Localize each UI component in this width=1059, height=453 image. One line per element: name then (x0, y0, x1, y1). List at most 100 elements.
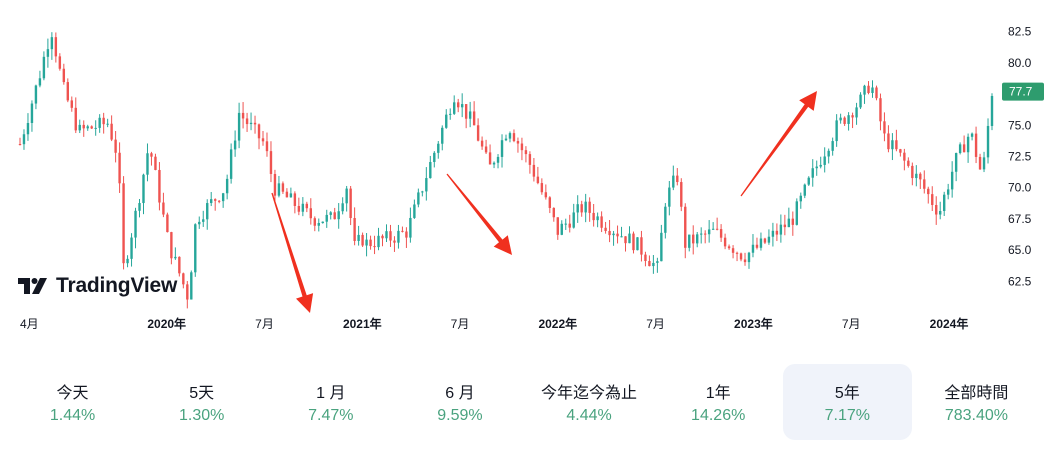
candle-body (468, 111, 472, 119)
tab-1-month[interactable]: 1 月 7.47% (266, 364, 395, 440)
candle-body (500, 140, 504, 157)
price-axis: 82.580.077.575.072.570.067.565.062.5 (1008, 25, 1032, 289)
candle-body (544, 192, 548, 198)
candle-body (397, 230, 400, 243)
candle-body (596, 216, 599, 221)
candle-body (919, 173, 922, 180)
candle-body (767, 236, 771, 243)
price-tick-label: 80.0 (1008, 56, 1032, 70)
candle-body (978, 156, 982, 170)
tab-5-days[interactable]: 5天 1.30% (137, 364, 266, 440)
candle-body (915, 173, 918, 179)
tab-value: 783.40% (944, 407, 1009, 424)
tab-value: 4.44% (566, 407, 612, 424)
candle-body (78, 124, 81, 131)
candle-body (361, 234, 364, 246)
candle-body (377, 235, 380, 248)
candle-body (373, 246, 376, 248)
candle-body (214, 199, 217, 201)
candle-body (162, 202, 165, 215)
tab-year-to-date[interactable]: 今年迄今為止 4.44% (525, 364, 654, 440)
candle-body (536, 176, 540, 184)
tab-today[interactable]: 今天 1.44% (8, 364, 137, 440)
candle-body (484, 146, 488, 153)
tab-label: 1 月 (316, 385, 346, 402)
candle-body (472, 111, 476, 126)
candle-body (453, 102, 456, 114)
candle-body (409, 217, 412, 238)
tab-label: 5天 (189, 385, 215, 402)
candle-body (879, 98, 882, 122)
candle-body (604, 227, 607, 231)
candle-body (429, 162, 432, 179)
candle-body (210, 199, 213, 204)
candle-body (313, 218, 316, 226)
candle-body (221, 193, 225, 202)
candle-body (871, 87, 874, 94)
price-tick-label: 72.5 (1008, 150, 1032, 164)
candle-body (245, 118, 249, 125)
time-tick-label: 7月 (646, 317, 665, 331)
candle-body (923, 179, 926, 189)
candle-body (568, 223, 571, 228)
price-tick-label: 67.5 (1008, 212, 1032, 226)
candle-body (333, 212, 336, 220)
candle-body (958, 144, 962, 154)
candle-body (572, 212, 575, 228)
time-tick-label: 2024年 (930, 316, 969, 331)
candle-body (186, 284, 189, 300)
candle-body (660, 232, 663, 262)
tab-1-year[interactable]: 1年 14.26% (654, 364, 783, 440)
candle-body (82, 124, 85, 129)
price-tick-label: 70.0 (1008, 181, 1032, 195)
candle-body (182, 273, 185, 285)
candle-body (954, 153, 958, 172)
candle-body (692, 234, 695, 244)
candle-body (229, 149, 233, 179)
price-chart[interactable]: 82.580.077.575.072.570.067.565.062.5 4月2… (0, 0, 1059, 340)
candle-body (22, 134, 26, 145)
candle-body (676, 175, 679, 183)
candle-body (154, 156, 157, 170)
candle-body (727, 246, 731, 249)
candle-body (508, 133, 512, 139)
tab-all-time[interactable]: 全部時間 783.40% (912, 364, 1041, 440)
candle-body (520, 143, 524, 151)
candle-body (437, 143, 440, 153)
candle-body (962, 144, 966, 153)
candle-body (684, 206, 687, 248)
candle-body (664, 206, 667, 233)
candle-body (867, 85, 870, 94)
tradingview-logo: TradingView (18, 274, 177, 298)
candle-body (524, 150, 528, 155)
candle-body (548, 197, 552, 208)
candle-body (680, 182, 683, 207)
candle-body (827, 150, 830, 157)
candle-body (301, 203, 305, 212)
candle-body (337, 211, 340, 220)
candle-body (297, 205, 301, 212)
annotation-arrow (271, 192, 314, 313)
candle-body (289, 193, 293, 198)
candle-body (875, 87, 878, 99)
candle-body (851, 115, 854, 118)
candle-body (859, 94, 862, 108)
tab-label: 6 月 (445, 385, 475, 402)
candle-body (34, 85, 38, 104)
candle-body (950, 171, 954, 190)
candle-body (532, 164, 536, 177)
candle-body (811, 168, 814, 178)
candle-body (46, 49, 50, 57)
candle-body (158, 169, 161, 203)
candle-body (927, 188, 930, 195)
candle-body (759, 238, 763, 248)
tab-value: 14.26% (691, 407, 746, 424)
candle-body (751, 244, 755, 253)
tab-5-years[interactable]: 5年 7.17% (782, 364, 912, 440)
tab-6-months[interactable]: 6 月 9.59% (395, 364, 524, 440)
candle-body (174, 256, 177, 259)
price-tick-label: 62.5 (1008, 274, 1032, 288)
price-tick-label: 65.0 (1008, 243, 1032, 257)
candle-body (735, 252, 739, 254)
candle-body (807, 177, 810, 185)
